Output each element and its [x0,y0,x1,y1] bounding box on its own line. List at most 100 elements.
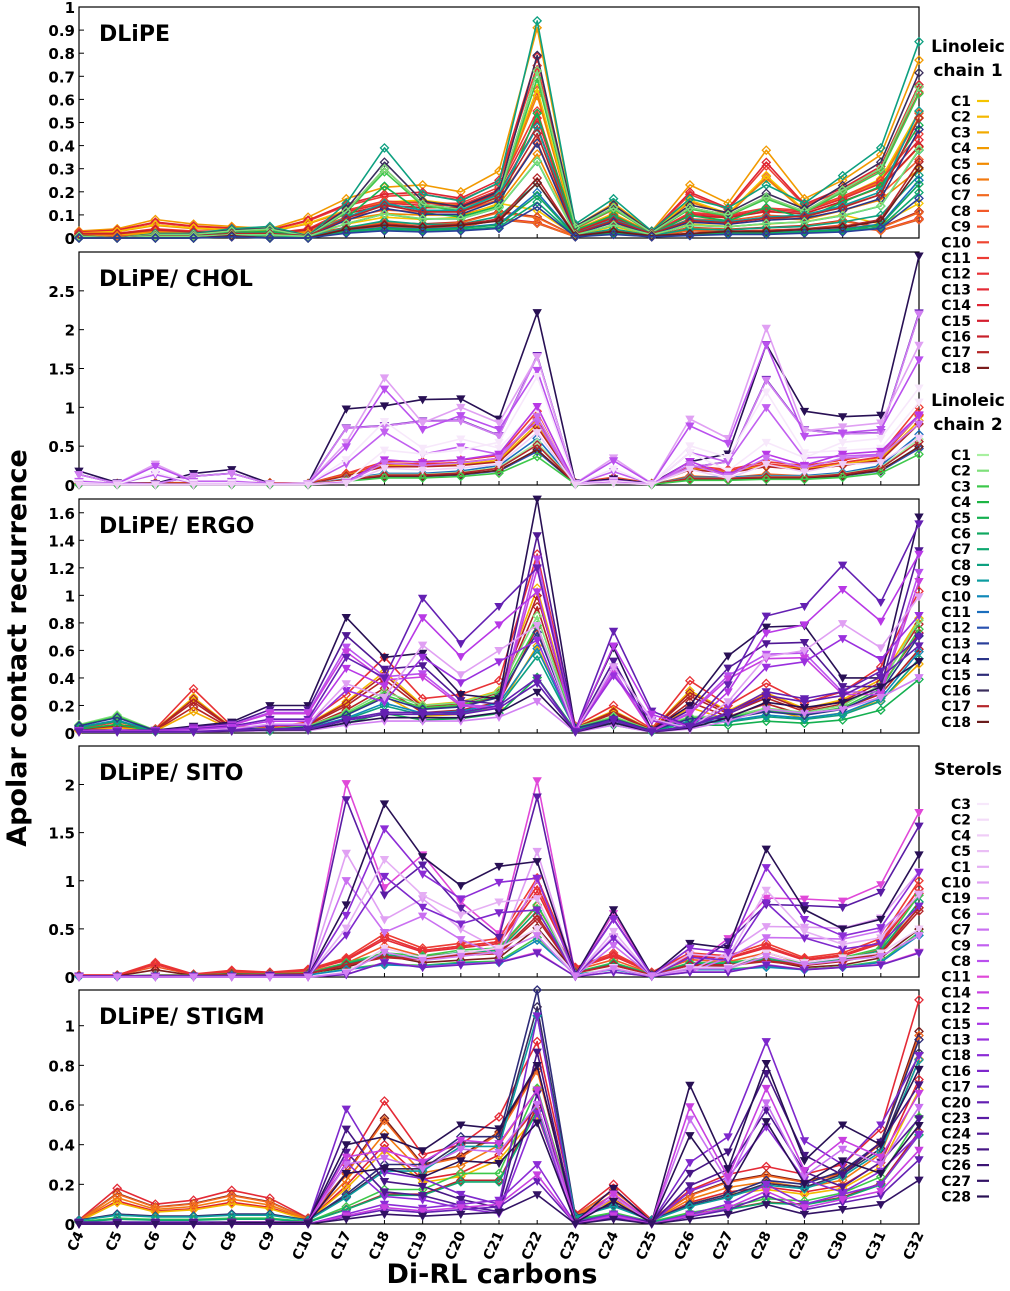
data-point [914,578,924,587]
data-point [112,712,123,723]
data-point [608,965,619,974]
data-point [685,1215,695,1224]
legend-item-label: C11 [941,605,971,621]
data-point [532,1036,543,1047]
data-point [341,849,351,858]
data-point [608,672,619,681]
data-point [761,845,771,854]
data-point [914,568,924,578]
data-point [914,869,924,878]
data-point [875,194,886,205]
data-point [799,602,810,612]
data-point [532,555,542,564]
y-tick-label: 1.6 [48,505,75,523]
data-point [379,182,390,193]
data-point [608,465,619,474]
series-lines [74,15,924,243]
legend-item-label: C18 [941,361,971,377]
data-point [532,50,543,61]
data-point [417,1147,428,1156]
data-point [914,55,924,66]
data-point [532,906,542,915]
data-point [494,909,504,918]
data-point [456,671,466,680]
x-tick-label: C25 [633,1229,660,1263]
data-point [685,465,695,475]
data-point [456,446,466,455]
data-point [456,1196,466,1205]
data-point [226,231,237,242]
data-point [608,229,619,240]
data-point [799,472,810,482]
data-point [914,1146,924,1155]
data-point [303,233,314,243]
data-point [227,470,237,479]
data-point [761,894,771,903]
data-point [799,1157,810,1166]
data-point [379,428,390,437]
y-tick-label: 0.4 [48,670,75,688]
data-point [876,617,886,627]
data-point [608,1190,619,1199]
data-point [837,460,848,470]
data-point [723,710,733,720]
data-point [647,710,657,719]
data-point [494,450,504,459]
data-point [685,965,695,974]
data-point [761,923,771,932]
legend-item-label: C18 [941,715,971,731]
data-point [379,198,390,209]
data-point [684,675,695,686]
data-point [837,423,848,432]
data-point [226,1198,237,1209]
data-point [876,1170,886,1179]
data-point [723,688,733,697]
data-point [684,200,695,210]
legend-group-title: chain 2 [933,415,1002,435]
data-point [837,1157,848,1166]
data-point [150,481,161,490]
legend-item-label: C8 [951,204,971,220]
data-point [494,1200,504,1210]
data-point [417,425,428,435]
data-point [379,674,390,683]
legend-item-label: C11 [941,970,971,986]
y-tick-label: 1.5 [48,825,75,843]
data-point [227,481,237,490]
x-tick-label: C31 [862,1229,889,1263]
data-point [417,1207,428,1216]
data-point [799,915,810,925]
data-point [914,193,924,204]
data-point [417,1158,428,1167]
data-point [112,1197,123,1208]
data-point [188,481,199,490]
data-point [914,356,924,365]
legend-item-label: C16 [941,1064,971,1080]
data-point [341,456,351,465]
data-point [761,202,772,213]
data-point [914,513,924,522]
data-point [876,1141,886,1150]
data-point [608,927,619,937]
data-point [456,1145,466,1154]
data-point [532,674,542,683]
legend-item-label: C2 [951,464,971,480]
legend-item-label: C3 [951,797,971,813]
data-point [837,170,848,181]
data-point [532,413,542,422]
data-point [379,825,390,834]
data-point [188,973,199,982]
data-point [837,620,848,629]
y-tick-label: 1 [65,0,75,17]
data-point [226,228,237,239]
legend-item-label: C25 [941,1142,971,1158]
data-point [837,413,848,422]
data-point [914,520,924,529]
data-point [532,402,542,412]
data-point [914,851,924,860]
data-point [608,717,619,726]
data-point [456,936,466,945]
data-point [799,895,810,904]
series-line [74,1176,924,1229]
